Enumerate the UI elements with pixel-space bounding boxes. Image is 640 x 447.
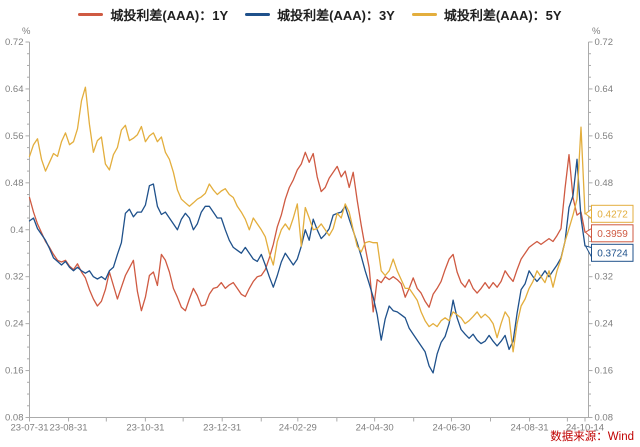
series-line-1y bbox=[28, 151, 586, 313]
legend-line-swatch-1y bbox=[78, 13, 104, 16]
x-tick-label: 24-08-31 bbox=[511, 423, 549, 434]
legend-label-1y: 城投利差(AAA)：1Y bbox=[110, 8, 229, 23]
y-tick-label-left: 0.08 bbox=[5, 413, 24, 424]
y-tick-label-right: 0.16 bbox=[595, 366, 614, 377]
callout-value: 0.3724 bbox=[597, 248, 628, 259]
y-tick-label-left: 0.56 bbox=[5, 131, 24, 142]
y-tick-label-left: 0.24 bbox=[5, 319, 24, 330]
legend: 城投利差(AAA)：1Y 城投利差(AAA)：3Y 城投利差(AAA)：5Y bbox=[0, 5, 640, 24]
series-line-5y bbox=[28, 86, 586, 353]
y-tick-label-right: 0.24 bbox=[595, 319, 614, 330]
source-note: 数据来源：Wind bbox=[550, 431, 634, 443]
y-tick-label-right: 0.56 bbox=[595, 131, 614, 142]
y-tick-label-right: 0.48 bbox=[595, 178, 614, 189]
x-tick-label: 23-10-31 bbox=[126, 423, 164, 434]
legend-line-swatch-5y bbox=[411, 13, 437, 16]
value-callout: 0.3724 bbox=[584, 243, 634, 262]
x-tick-label: 23-12-31 bbox=[203, 423, 241, 434]
y-tick-label-left: 0.16 bbox=[5, 366, 24, 377]
legend-item-1y: 城投利差(AAA)：1Y bbox=[78, 5, 228, 24]
value-callout: 0.4272 bbox=[584, 204, 634, 223]
y-axis-unit-right: % bbox=[592, 26, 601, 37]
y-tick-label-left: 0.4 bbox=[10, 225, 23, 236]
y-tick-label-left: 0.48 bbox=[5, 178, 24, 189]
x-tick-label: 23-07-31 bbox=[10, 423, 48, 434]
legend-line-swatch-3y bbox=[245, 13, 271, 16]
value-callout: 0.3959 bbox=[584, 224, 634, 243]
y-tick-label-right: 0.08 bbox=[595, 413, 614, 424]
callout-value: 0.3959 bbox=[597, 229, 628, 240]
y-tick-label-left: 0.32 bbox=[5, 272, 24, 283]
x-tick-label: 24-02-29 bbox=[279, 423, 317, 434]
y-tick-label-left: 0.64 bbox=[5, 84, 24, 95]
legend-label-5y: 城投利差(AAA)：5Y bbox=[443, 8, 562, 23]
x-tick-label: 24-04-30 bbox=[356, 423, 394, 434]
x-tick-label: 24-06-30 bbox=[432, 423, 470, 434]
y-tick-label-left: 0.72 bbox=[5, 37, 24, 48]
y-tick-label-right: 0.64 bbox=[595, 84, 614, 95]
y-tick-label-right: 0.72 bbox=[595, 37, 614, 48]
axis-tick-labels: 0.080.080.160.160.240.240.320.320.40.40.… bbox=[5, 37, 613, 434]
legend-label-3y: 城投利差(AAA)：3Y bbox=[277, 8, 395, 23]
axes bbox=[25, 41, 593, 422]
legend-item-3y: 城投利差(AAA)：3Y bbox=[245, 5, 395, 24]
y-axis-unit-left: % bbox=[22, 26, 31, 37]
legend-item-5y: 城投利差(AAA)：5Y bbox=[411, 5, 562, 24]
series-line-3y bbox=[28, 158, 586, 374]
callout-value: 0.4272 bbox=[597, 209, 628, 220]
x-tick-label: 24-10-14 bbox=[566, 423, 604, 434]
x-tick-label: 23-08-31 bbox=[50, 423, 88, 434]
y-tick-label-right: 0.32 bbox=[595, 272, 614, 283]
